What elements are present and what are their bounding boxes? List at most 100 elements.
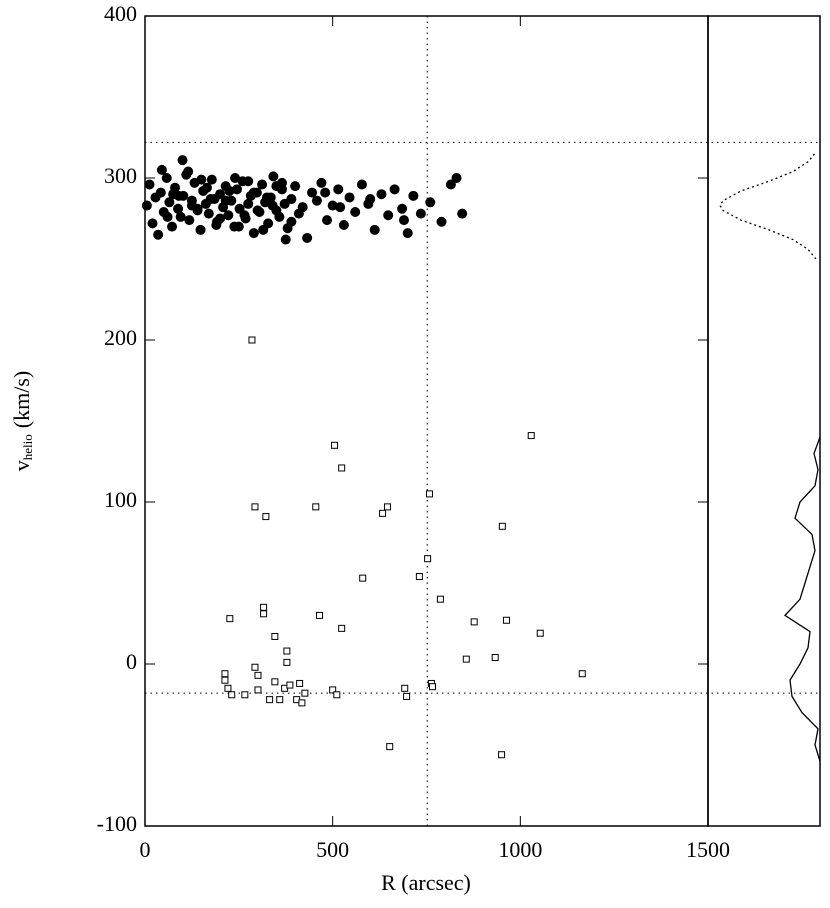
- x-axis-label: R (arcsec): [381, 870, 471, 895]
- member-point: [258, 224, 269, 235]
- nonmember-point: [241, 691, 249, 699]
- member-point: [436, 216, 447, 227]
- nonmember-point: [502, 616, 510, 624]
- nonmember-point: [254, 686, 262, 694]
- member-point: [201, 182, 212, 193]
- member-point: [327, 200, 338, 211]
- member-point: [415, 208, 426, 219]
- member-point: [239, 210, 250, 221]
- member-point: [184, 215, 195, 226]
- nonmember-point: [338, 464, 346, 472]
- nonmember-point: [316, 611, 324, 619]
- nonmember-point: [283, 658, 291, 666]
- member-point: [156, 164, 167, 175]
- member-point: [297, 202, 308, 213]
- nonmember-point: [401, 684, 409, 692]
- member-point: [338, 219, 349, 230]
- member-point: [335, 202, 346, 213]
- density-curve: [719, 151, 817, 260]
- member-point: [231, 184, 242, 195]
- y-tick-label: 100: [104, 487, 137, 512]
- member-point: [320, 187, 331, 198]
- member-point: [451, 173, 462, 183]
- member-point: [356, 179, 367, 190]
- member-point: [196, 174, 207, 185]
- member-point: [147, 218, 158, 229]
- nonmember-point: [403, 692, 411, 700]
- member-point: [161, 173, 172, 183]
- member-point: [457, 208, 468, 219]
- member-point: [195, 224, 206, 235]
- nonmember-point: [226, 615, 234, 623]
- nonmember-point: [426, 490, 434, 498]
- nonmember-point: [298, 699, 306, 707]
- member-point: [286, 216, 297, 227]
- member-point: [173, 190, 184, 201]
- nonmember-point: [436, 595, 444, 603]
- nonmember-point: [536, 629, 544, 637]
- member-point: [402, 228, 413, 239]
- member-point: [153, 229, 164, 240]
- member-point: [425, 197, 436, 208]
- nonmember-point: [491, 654, 499, 662]
- member-point: [268, 171, 279, 182]
- member-point: [167, 221, 178, 232]
- nonmember-point: [262, 513, 270, 521]
- nonmember-point: [296, 679, 304, 687]
- member-point: [383, 210, 394, 221]
- nonmember-point: [415, 573, 423, 581]
- member-point: [397, 203, 408, 214]
- nonmember-point: [251, 503, 259, 511]
- member-point: [248, 187, 259, 198]
- nonmember-point: [266, 696, 274, 704]
- nonmember-point: [251, 663, 259, 671]
- member-point: [261, 192, 272, 203]
- member-point: [224, 185, 235, 196]
- nonmember-point: [260, 610, 268, 618]
- member-point: [233, 221, 244, 232]
- nonmember-point: [283, 647, 291, 655]
- member-point: [408, 190, 419, 201]
- nonmember-point: [578, 670, 586, 678]
- y-tick-label: 0: [126, 649, 137, 674]
- nonmember-point: [271, 678, 279, 686]
- nonmember-point: [260, 603, 268, 611]
- main-frame: [144, 15, 709, 827]
- member-point: [230, 173, 241, 183]
- y-tick-label: 200: [104, 325, 137, 350]
- member-point: [203, 208, 214, 219]
- member-point: [280, 234, 291, 245]
- nonmember-point: [498, 522, 506, 530]
- nonmember-point: [329, 686, 337, 694]
- y-tick-label: 300: [104, 163, 137, 188]
- y-label-main: v: [9, 460, 34, 471]
- nonmember-point: [248, 336, 256, 344]
- member-point: [365, 194, 376, 205]
- y-tick-label: 400: [104, 1, 137, 26]
- x-tick-label: 500: [316, 837, 349, 862]
- nonmember-point: [286, 681, 294, 689]
- member-point: [322, 215, 333, 226]
- member-point: [192, 205, 203, 216]
- member-point: [173, 203, 184, 214]
- nonmember-point: [338, 624, 346, 632]
- nonmember-point: [221, 676, 229, 684]
- y-tick-label: -100: [97, 811, 137, 836]
- nonmember-point: [333, 691, 341, 699]
- nonmember-point: [331, 441, 339, 449]
- member-point: [223, 210, 234, 221]
- y-label-sub: helio: [20, 434, 35, 460]
- nonmember-point: [224, 684, 232, 692]
- member-point: [243, 198, 254, 209]
- nonmember-point: [379, 509, 387, 517]
- member-point: [257, 179, 268, 190]
- member-point: [164, 197, 175, 208]
- member-point: [290, 181, 301, 192]
- member-point: [206, 174, 217, 185]
- y-axis-label: vhelio (km/s): [9, 371, 35, 471]
- member-point: [276, 177, 287, 188]
- member-point: [155, 187, 166, 198]
- member-point: [307, 187, 318, 198]
- x-tick-label: 1500: [686, 837, 730, 862]
- member-point: [267, 200, 278, 211]
